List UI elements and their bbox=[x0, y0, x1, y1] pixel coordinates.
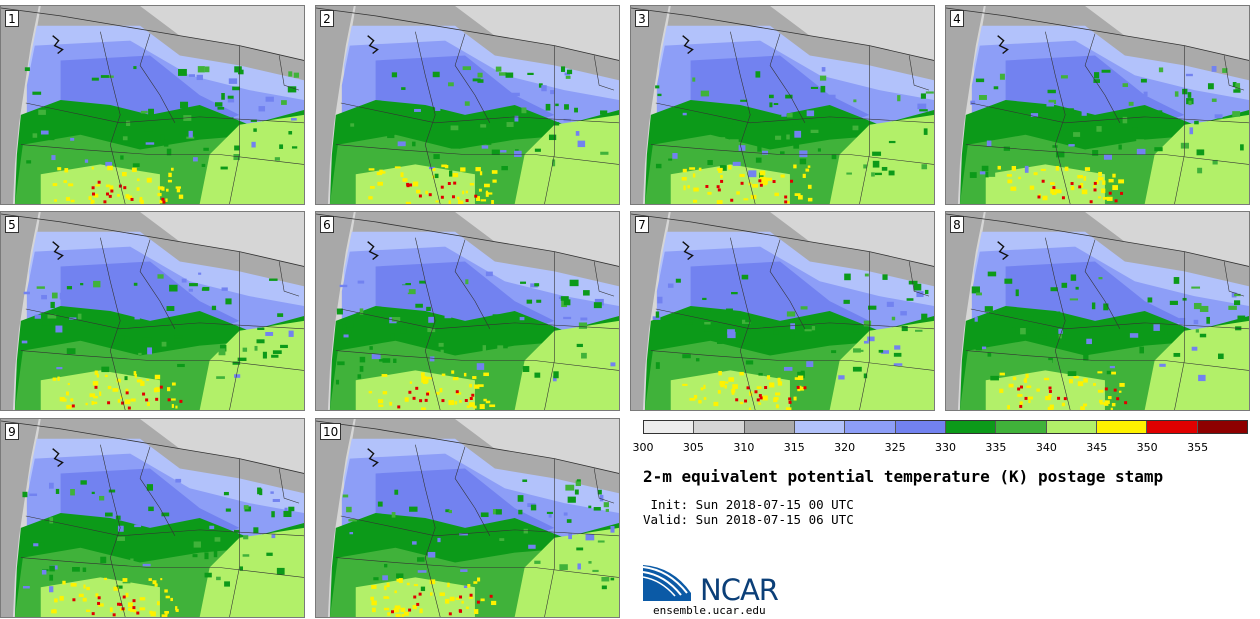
map-image bbox=[631, 6, 934, 204]
colorbar-ticks: 300 305 310 315 320 325 330 335 340 345 350 355 bbox=[633, 441, 1248, 455]
valid-time: Valid: Sun 2018-07-15 06 UTC bbox=[643, 512, 854, 527]
colorbar-tick-label: 305 bbox=[682, 441, 704, 454]
colorbar-tick-label: 335 bbox=[985, 441, 1007, 454]
colorbar-tick-label: 320 bbox=[834, 441, 856, 454]
map-image bbox=[946, 6, 1249, 204]
map-image bbox=[631, 212, 934, 410]
map-image bbox=[1, 419, 304, 617]
colorbar-cell bbox=[1147, 421, 1198, 433]
colorbar-cell bbox=[895, 421, 946, 433]
colorbar bbox=[643, 420, 1248, 434]
map-image bbox=[316, 6, 619, 204]
member-panel-5: 5 bbox=[0, 211, 305, 411]
colorbar-tick-label: 330 bbox=[935, 441, 956, 454]
colorbar-cell bbox=[1046, 421, 1097, 433]
member-panel-9: 9 bbox=[0, 418, 305, 618]
member-panel-7: 7 bbox=[630, 211, 935, 411]
colorbar-tick-label: 315 bbox=[783, 441, 805, 454]
colorbar-tick-label: 345 bbox=[1086, 441, 1108, 454]
colorbar-tick-label: 350 bbox=[1136, 441, 1158, 454]
map-image bbox=[316, 419, 619, 617]
plot-title: 2-m equivalent potential temperature (K)… bbox=[643, 467, 1164, 486]
member-panel-4: 4 bbox=[945, 5, 1250, 205]
logo-text: NCAR bbox=[700, 573, 779, 607]
member-label: 2 bbox=[320, 10, 334, 27]
colorbar-cell bbox=[996, 421, 1047, 433]
map-image bbox=[316, 212, 619, 410]
colorbar-tick-label: 310 bbox=[733, 441, 755, 454]
colorbar-tick-label: 340 bbox=[1035, 441, 1057, 454]
member-panel-2: 2 bbox=[315, 5, 620, 205]
colorbar-cell bbox=[794, 421, 846, 433]
colorbar-tick-label: 325 bbox=[884, 441, 906, 454]
colorbar-cell bbox=[644, 421, 695, 433]
ncar-logo-icon bbox=[643, 565, 691, 601]
member-label: 6 bbox=[320, 216, 334, 233]
member-label: 9 bbox=[5, 423, 19, 440]
member-label: 3 bbox=[635, 10, 649, 27]
member-panel-8: 8 bbox=[945, 211, 1250, 411]
colorbar-cell bbox=[744, 421, 795, 433]
member-panel-6: 6 bbox=[315, 211, 620, 411]
colorbar-tick-label: 355 bbox=[1187, 441, 1209, 454]
init-time: Init: Sun 2018-07-15 00 UTC bbox=[643, 497, 854, 512]
member-label: 7 bbox=[635, 216, 649, 233]
member-label: 1 bbox=[5, 10, 19, 27]
colorbar-cell bbox=[945, 421, 997, 433]
colorbar-tick-label: 300 bbox=[632, 441, 654, 454]
site-url: ensemble.ucar.edu bbox=[653, 604, 766, 617]
colorbar-cell bbox=[1197, 421, 1247, 433]
map-image bbox=[1, 6, 304, 204]
member-label: 10 bbox=[320, 423, 342, 440]
colorbar-cell bbox=[845, 421, 896, 433]
map-image bbox=[1, 212, 304, 410]
member-panel-10: 10 bbox=[315, 418, 620, 618]
colorbar-cell bbox=[694, 421, 745, 433]
colorbar-cell bbox=[1096, 421, 1148, 433]
member-label: 4 bbox=[950, 10, 964, 27]
map-image bbox=[946, 212, 1249, 410]
member-label: 5 bbox=[5, 216, 19, 233]
member-label: 8 bbox=[950, 216, 964, 233]
member-panel-1: 1 bbox=[0, 5, 305, 205]
member-panel-3: 3 bbox=[630, 5, 935, 205]
